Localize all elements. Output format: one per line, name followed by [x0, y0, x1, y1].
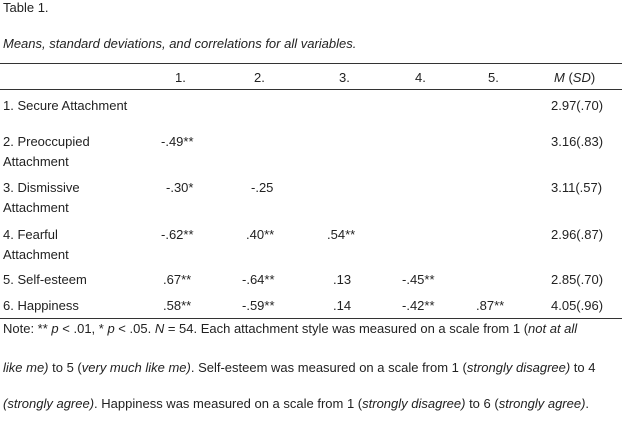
row-msd: 4.05(.96) — [551, 298, 604, 313]
row-value: .67** — [163, 272, 192, 287]
row-msd: 2.96(.87) — [551, 227, 604, 242]
header-m: M — [554, 70, 565, 85]
row-value: -.25 — [251, 180, 274, 195]
header-col-msd: M (SD) — [554, 70, 596, 85]
header-col-2: 2. — [254, 70, 265, 85]
row-label: 1. Secure Attachment — [3, 98, 128, 113]
row-value: -.45** — [402, 272, 435, 287]
row-label: 2. Preoccupied Attachment — [3, 134, 90, 169]
row-value: .13 — [333, 272, 352, 287]
row-value: -.42** — [402, 298, 435, 313]
note-line-3: (strongly agree). Happiness was measured… — [3, 396, 590, 411]
row-label: 6. Happiness — [3, 298, 79, 313]
row-value: .40** — [246, 227, 275, 242]
row-label: 5. Self-esteem — [3, 272, 87, 287]
row-value: -.64** — [242, 272, 275, 287]
header-sd: SD — [572, 70, 591, 85]
row-value: .14 — [333, 298, 352, 313]
row-msd: 2.85(.70) — [551, 272, 604, 287]
header-col-3: 3. — [339, 70, 350, 85]
row-value: -.49** — [161, 134, 194, 149]
row-label: 4. Fearful Attachment — [3, 227, 69, 262]
row-msd: 2.97(.70) — [551, 98, 604, 113]
header-col-1: 1. — [175, 70, 186, 85]
header-col-5: 5. — [488, 70, 499, 85]
row-msd: 3.11(.57) — [551, 180, 603, 195]
row-value: -.30* — [166, 180, 194, 195]
row-value: .58** — [163, 298, 192, 313]
note-line-1: Note: ** p < .01, * p < .05. N = 54. Eac… — [3, 321, 578, 336]
row-value: .87** — [476, 298, 505, 313]
row-value: -.59** — [242, 298, 275, 313]
header-rule — [0, 89, 622, 90]
row-label: 3. Dismissive Attachment — [3, 180, 80, 215]
row-value: .54** — [327, 227, 356, 242]
table-label: Table 1. — [3, 0, 49, 15]
bottom-rule — [0, 318, 622, 319]
header-col-4: 4. — [415, 70, 426, 85]
row-msd: 3.16(.83) — [551, 134, 604, 149]
table-caption: Means, standard deviations, and correlat… — [3, 36, 357, 51]
note-line-2: like me) to 5 (very much like me). Self-… — [3, 360, 596, 375]
row-value: -.62** — [161, 227, 194, 242]
top-rule — [0, 63, 622, 64]
